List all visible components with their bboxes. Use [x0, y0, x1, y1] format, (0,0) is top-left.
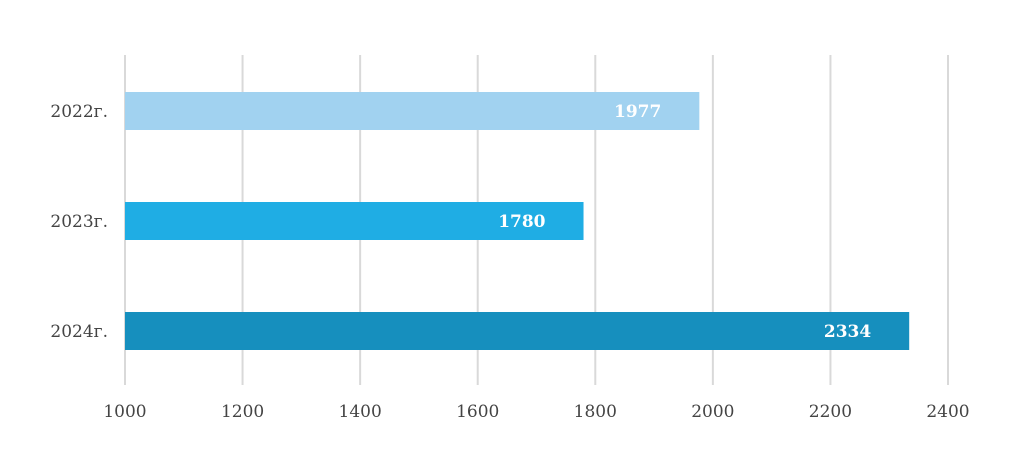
x-tick-label-2000: 2000 [691, 402, 734, 422]
bar-3 [125, 312, 910, 350]
bars: 1977 1780 2334 [125, 92, 910, 350]
x-tick-label-1600: 1600 [456, 402, 499, 422]
category-label-2: 2023г. [50, 212, 108, 232]
x-tick-label-2200: 2200 [809, 402, 852, 422]
x-tick-label-1400: 1400 [339, 402, 382, 422]
x-tick-label-1200: 1200 [221, 402, 264, 422]
category-labels: 2022г. 2023г. 2024г. [50, 102, 108, 342]
category-label-3: 2024г. [50, 322, 108, 342]
bar-1 [125, 92, 700, 130]
bar-value-label-1: 1977 [614, 102, 661, 122]
x-axis-tick-labels: 1000 1200 1400 1600 1800 2000 2200 2400 [103, 402, 969, 422]
x-tick-label-1000: 1000 [103, 402, 146, 422]
category-label-1: 2022г. [50, 102, 108, 122]
bar-2 [125, 202, 584, 240]
x-tick-label-2400: 2400 [926, 402, 969, 422]
bar-value-label-2: 1780 [498, 212, 545, 232]
x-tick-label-1800: 1800 [574, 402, 617, 422]
bar-value-label-3: 2334 [824, 322, 871, 342]
